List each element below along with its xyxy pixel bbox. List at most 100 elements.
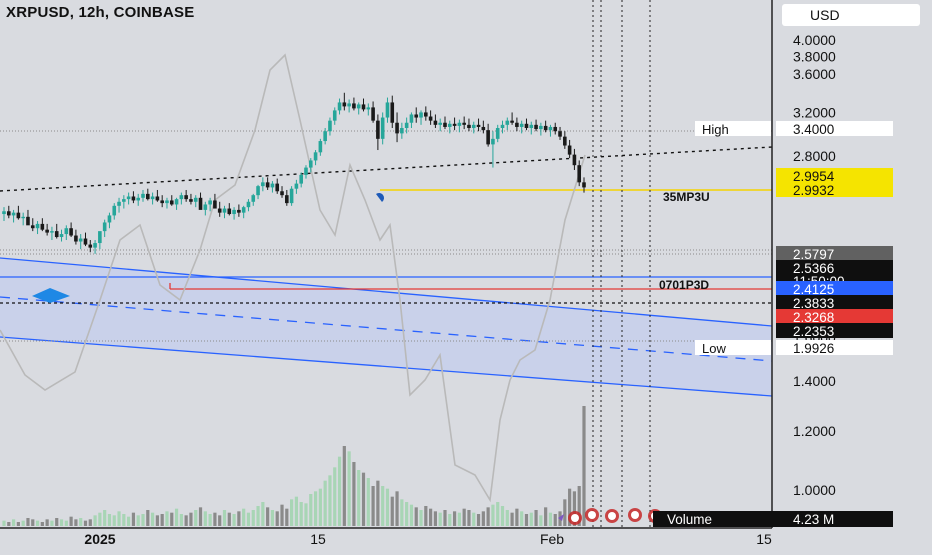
price-label-value: 2.5366 [793,261,834,276]
volume-bar [553,514,557,526]
volume-bar [232,514,236,526]
candle-body [582,182,586,188]
volume-bar [11,519,16,526]
price-label-value: 3.4000 [793,122,834,137]
candle-body [467,124,471,129]
time-axis-bg [0,528,932,550]
candle-body [495,128,500,139]
candle-body [433,120,438,125]
volume-bar [35,520,40,526]
volume-bar [568,488,572,526]
volume-bar [577,486,581,526]
channel-upper-line [0,257,773,327]
volume-bar [304,503,308,526]
volume-bar [520,511,524,526]
candle-body [313,152,318,161]
volume-bar [7,522,11,526]
candle-body [356,104,361,109]
candle-body [361,104,366,110]
candle-body [395,122,399,134]
volume-bar [500,506,505,526]
price-label-value: 1.9926 [793,341,834,356]
volume-bar [352,462,356,526]
candle-body [409,114,414,123]
candle-body [203,204,208,210]
candle-body [376,120,380,139]
volume-bar [361,472,366,526]
candle-body [515,122,519,127]
volume-bar [21,520,25,526]
star-marker-icon [558,514,564,521]
blue-diamond-marker [32,288,70,303]
time-axis[interactable]: 2025 15 Feb 15 [0,527,932,550]
candle-body [285,195,289,204]
candle-body [184,195,188,200]
volume-bar [160,514,164,526]
candle-body [553,126,558,132]
candle-body [548,126,553,131]
candle-body [35,223,40,229]
candle-body [26,216,30,226]
price-label-box [776,309,893,324]
candle-body [40,223,45,230]
candle-body [328,120,332,132]
candle-body [30,225,35,229]
price-label-box [776,281,893,296]
candle-body [165,200,169,204]
volume-bar [515,508,519,526]
volume-bar [117,511,121,526]
volume-bar [31,519,35,526]
candle-body [471,124,476,129]
candle-body [414,114,419,118]
volume-bar [390,496,394,526]
price-label-value: 2.3268 [793,310,834,325]
volume-bar [496,502,500,526]
volume-bar [136,515,140,526]
price-label-value: 2.2353 [793,324,834,339]
volume-bar [563,499,567,526]
x-tick-label: Feb [540,531,564,547]
volume-bar [141,514,145,526]
candle-body [486,130,490,145]
candle-body [289,188,294,204]
parallel-channel[interactable] [0,257,773,397]
candle-body [251,195,256,202]
candle-body [222,208,227,213]
price-label-value: 2.3833 [793,296,834,311]
volume-bar [194,510,198,526]
volume-bar [544,507,548,526]
candle-body [366,107,371,110]
volume-bar [261,502,265,526]
candle-body [217,208,222,213]
candle-body [102,222,107,232]
x-tick-label: 15 [756,531,772,547]
candle-body [2,211,6,215]
candle-body [126,196,131,200]
volume-bar [371,486,375,526]
candle-body [371,107,375,121]
volume-bar [103,510,107,526]
candle-body [385,102,390,118]
currency-button[interactable]: USD [782,4,920,26]
volume-bar [280,504,284,526]
volume-bar [539,515,543,526]
volume-bar [409,504,414,526]
oscillator-line [0,53,586,503]
candle-body [294,183,299,189]
y-tick-label: 3.8000 [793,49,836,65]
volume-bar [55,518,59,526]
candle-body [169,200,174,205]
candle-body [424,112,428,117]
price-label-box [776,295,893,310]
volume-bar [414,507,418,526]
volume-bar [107,514,112,526]
volume-bar [347,451,351,526]
candle-body [352,103,356,109]
volume-bar [45,519,49,526]
price-label-tag [695,121,771,136]
volume-bar [337,456,342,526]
volume-bar [376,480,380,526]
price-axis[interactable]: 4.00003.80003.60003.20002.80001.80001.60… [653,0,932,550]
volume-bar [50,520,54,526]
candle-body [45,229,49,233]
